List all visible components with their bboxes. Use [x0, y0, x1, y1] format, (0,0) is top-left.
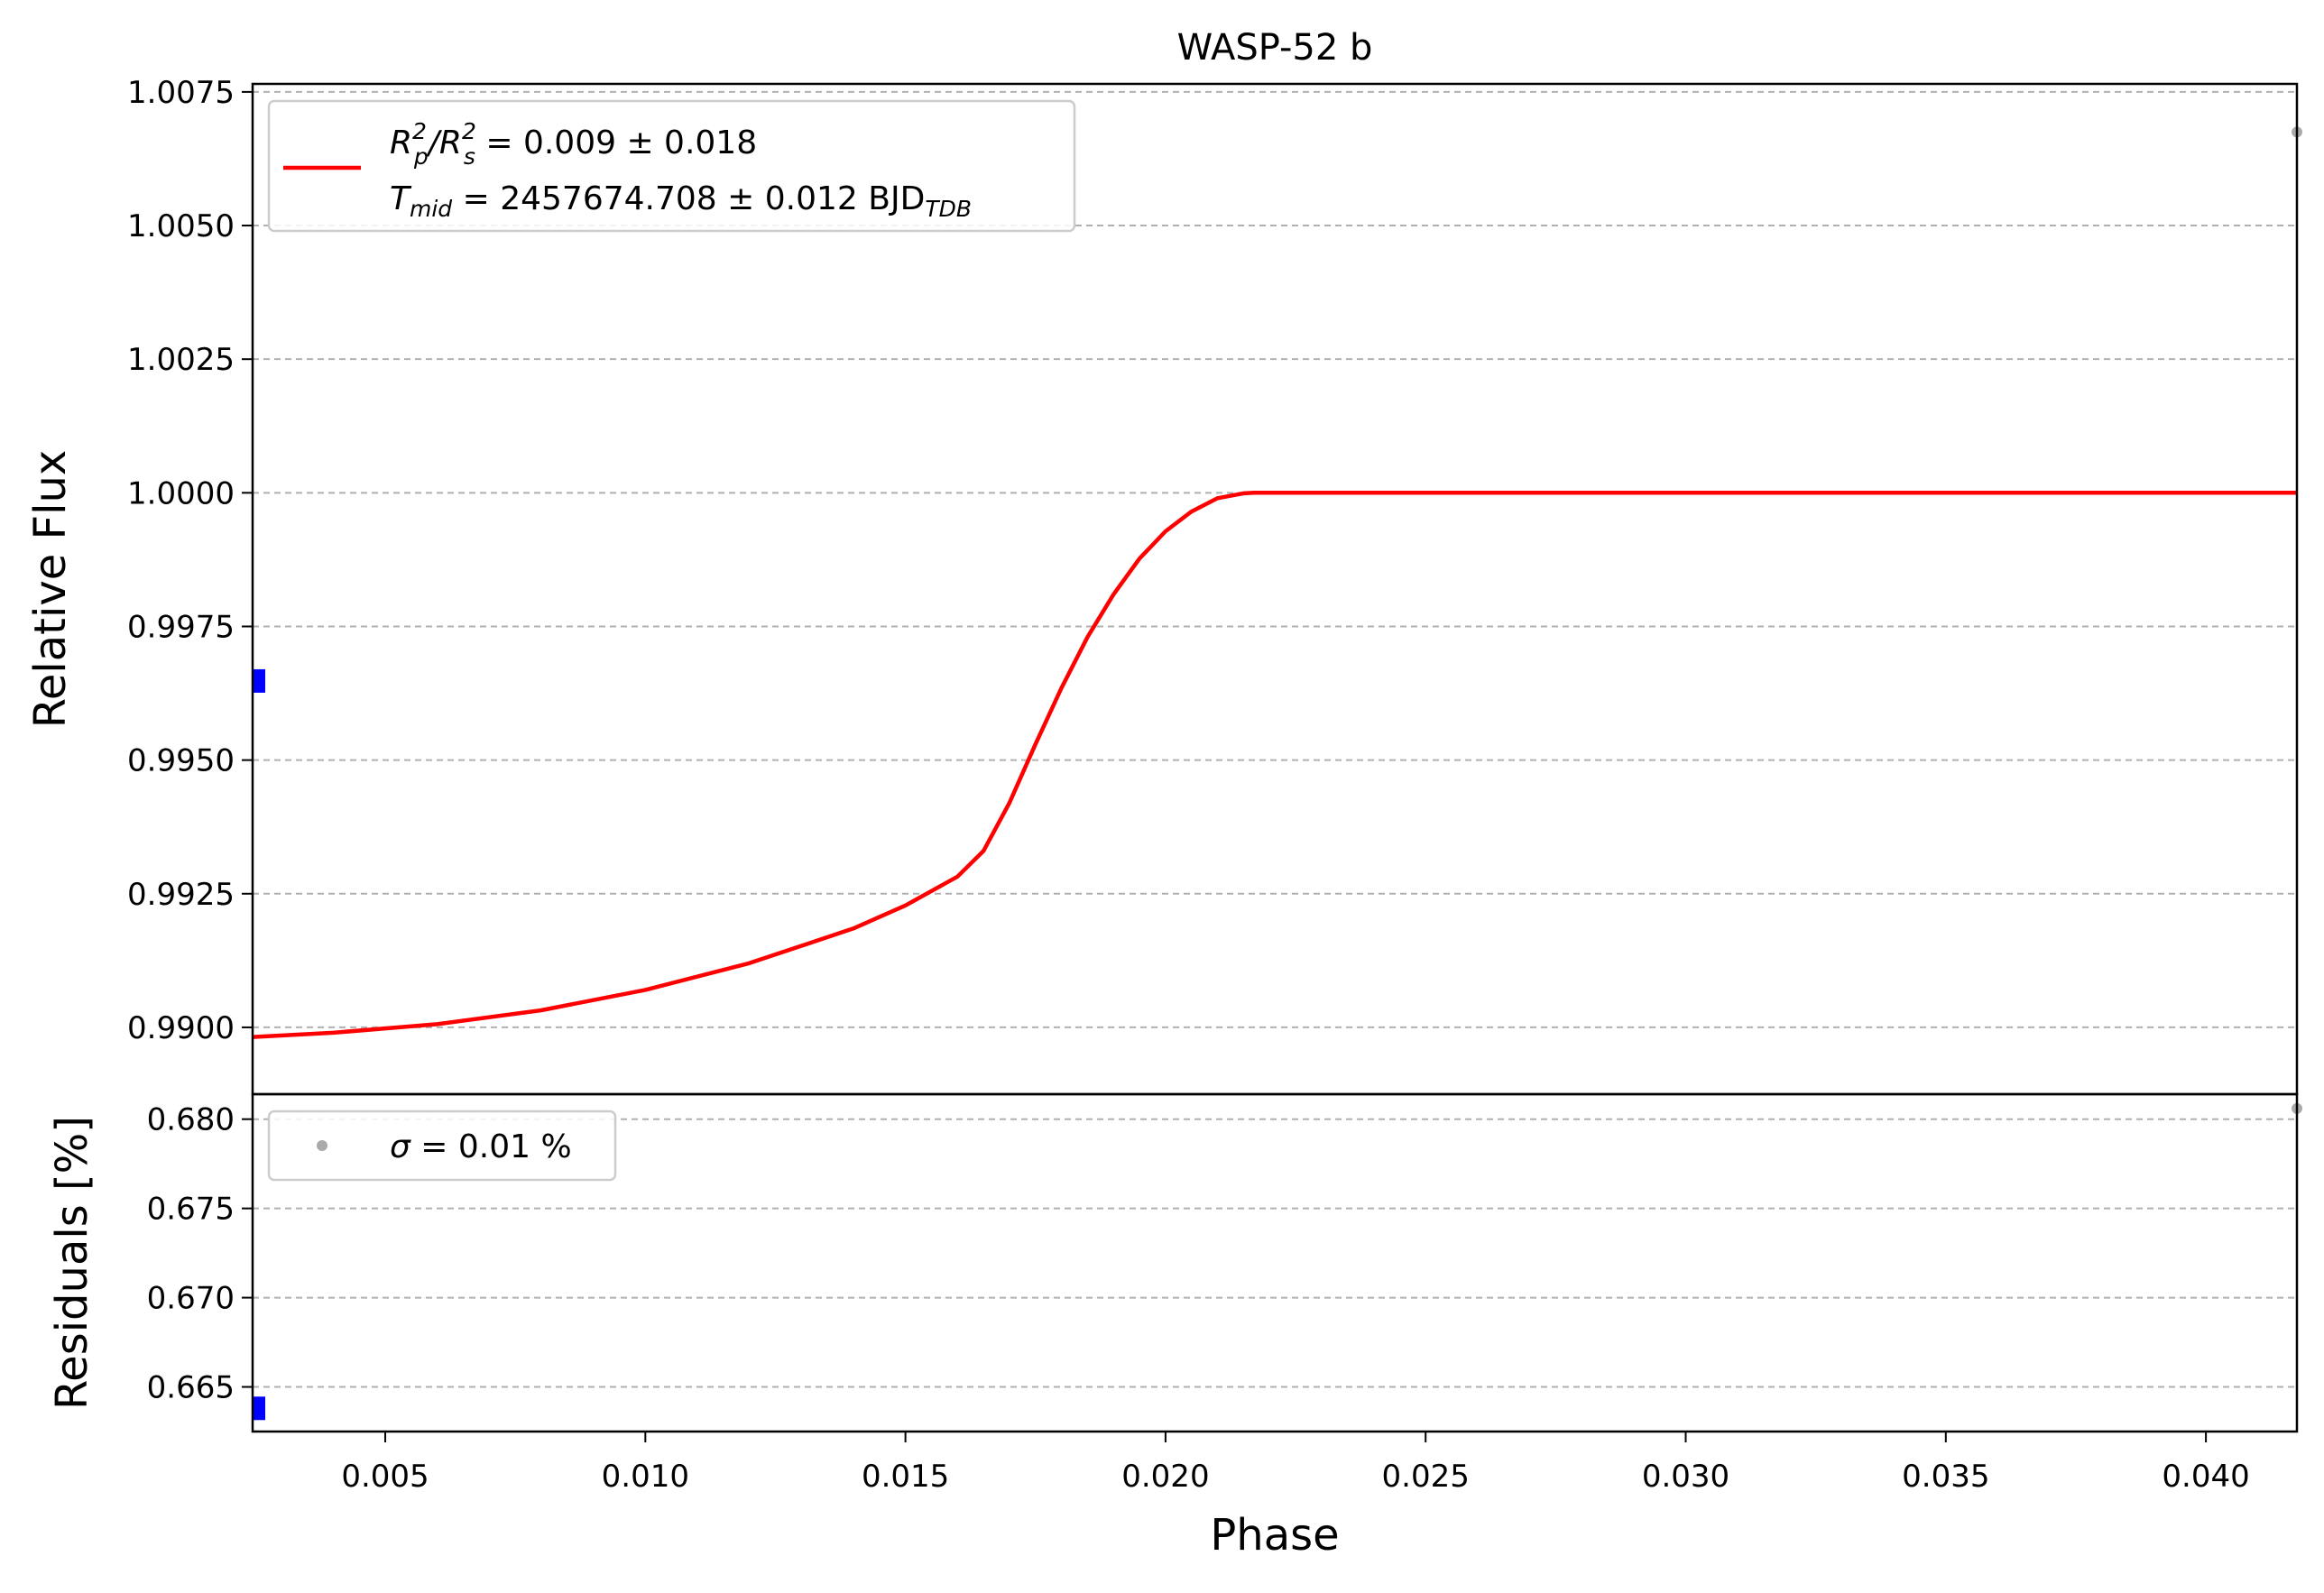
- residuals-plot-frame: [251, 1092, 2299, 1433]
- x-tick-label: 0.040: [2162, 1459, 2249, 1495]
- flux-y-tick-label: 0.9950: [127, 743, 235, 779]
- residuals-legend-box: [267, 1110, 617, 1182]
- residuals-legend-sigma: σ = 0.01 %: [390, 1128, 572, 1165]
- x-tick-label: 0.030: [1642, 1459, 1729, 1495]
- residuals-y-tick-label: 0.665: [147, 1370, 235, 1406]
- x-tick-label: 0.025: [1382, 1459, 1470, 1495]
- flux-y-tick-label: 1.0075: [127, 75, 235, 111]
- flux-model-line: [252, 491, 2297, 1039]
- flux-legend-box: [267, 99, 1076, 233]
- x-axis-ticks: 0.005 0.010 0.015 0.020 0.025 0.030 0.035 0.040: [341, 1432, 2250, 1495]
- flux-legend-depth: R2 p/R2 s = 0.009 ± 0.018: [390, 118, 757, 170]
- flux-y-tick-label: 1.0025: [127, 342, 235, 378]
- flux-y-tick-label: 1.0050: [127, 208, 235, 244]
- residuals-legend: σ = 0.01 %: [267, 1110, 617, 1182]
- residuals-binned-point: [253, 1396, 265, 1421]
- x-tick-label: 0.035: [1902, 1459, 1989, 1495]
- flux-y-tick-label: 0.9975: [127, 609, 235, 645]
- residuals-y-axis-label: Residuals [%]: [47, 1116, 97, 1410]
- residuals-y-tick-label: 0.680: [147, 1102, 235, 1138]
- flux-y-ticks: 0.9900 0.9925 0.9950 0.9975 1.0000 1.0025 1.00…: [127, 75, 253, 1046]
- flux-y-tick-label: 0.9900: [127, 1010, 235, 1046]
- flux-legend: R2 p/R2 s = 0.009 ± 0.018 Tmid = 2457674.7…: [267, 99, 1076, 233]
- residuals-legend-marker: [317, 1140, 327, 1151]
- flux-binned-point: [253, 668, 265, 693]
- x-tick-label: 0.020: [1121, 1459, 1209, 1495]
- x-tick-label: 0.010: [602, 1459, 689, 1495]
- flux-y-tick-label: 0.9925: [127, 877, 235, 913]
- x-axis-label: Phase: [1210, 1510, 1339, 1561]
- flux-legend-tmid: Tmid = 2457674.708 ± 0.012 BJDTDB: [390, 180, 972, 222]
- residuals-y-tick-label: 0.670: [147, 1281, 235, 1317]
- residuals-y-ticks: 0.665 0.670 0.675 0.680: [147, 1102, 253, 1406]
- x-tick-label: 0.005: [341, 1459, 429, 1495]
- flux-y-axis-label: Relative Flux: [25, 450, 76, 729]
- chart-title: WASP-52 b: [1177, 27, 1373, 69]
- x-tick-label: 0.015: [862, 1459, 949, 1495]
- flux-y-tick-label: 1.0000: [127, 475, 235, 511]
- residuals-y-tick-label: 0.675: [147, 1192, 235, 1228]
